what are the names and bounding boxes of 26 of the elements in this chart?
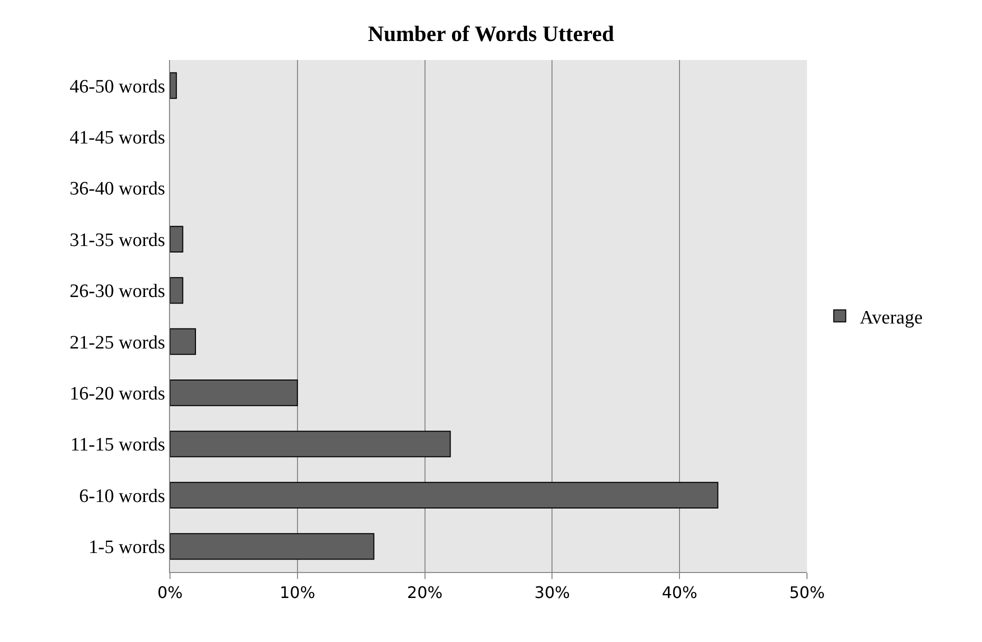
- bar: [170, 72, 177, 99]
- legend-label: Average: [860, 307, 923, 328]
- y-tick-label: 31-35 words: [70, 230, 166, 251]
- bar: [170, 226, 184, 252]
- y-tick-label: 26-30 words: [70, 281, 166, 302]
- x-tick-label: 40%: [662, 583, 698, 602]
- x-tick-label: 20%: [407, 583, 443, 602]
- bar: [170, 277, 184, 304]
- y-tick-label: 11-15 words: [70, 434, 166, 456]
- x-tick-label: 50%: [789, 583, 825, 602]
- bar: [170, 430, 451, 458]
- y-tick-label: 46-50 words: [70, 76, 166, 98]
- y-tick-label: 21-25 words: [70, 332, 166, 354]
- y-tick-label: 41-45 words: [70, 127, 166, 148]
- y-tick-label: 1-5 words: [88, 537, 166, 558]
- bar: [170, 328, 196, 355]
- y-tick-label: 36-40 words: [70, 178, 166, 200]
- bar: [170, 380, 298, 406]
- x-tick-label: 10%: [280, 583, 316, 602]
- bar: [170, 533, 374, 560]
- bar: [170, 482, 718, 508]
- x-tick-label: 30%: [534, 583, 570, 602]
- chart-title: Number of Words Uttered: [368, 21, 614, 46]
- y-tick-label: 6-10 words: [79, 486, 166, 507]
- x-tick-label: 0%: [157, 583, 183, 602]
- y-tick-label: 16-20 words: [70, 383, 166, 404]
